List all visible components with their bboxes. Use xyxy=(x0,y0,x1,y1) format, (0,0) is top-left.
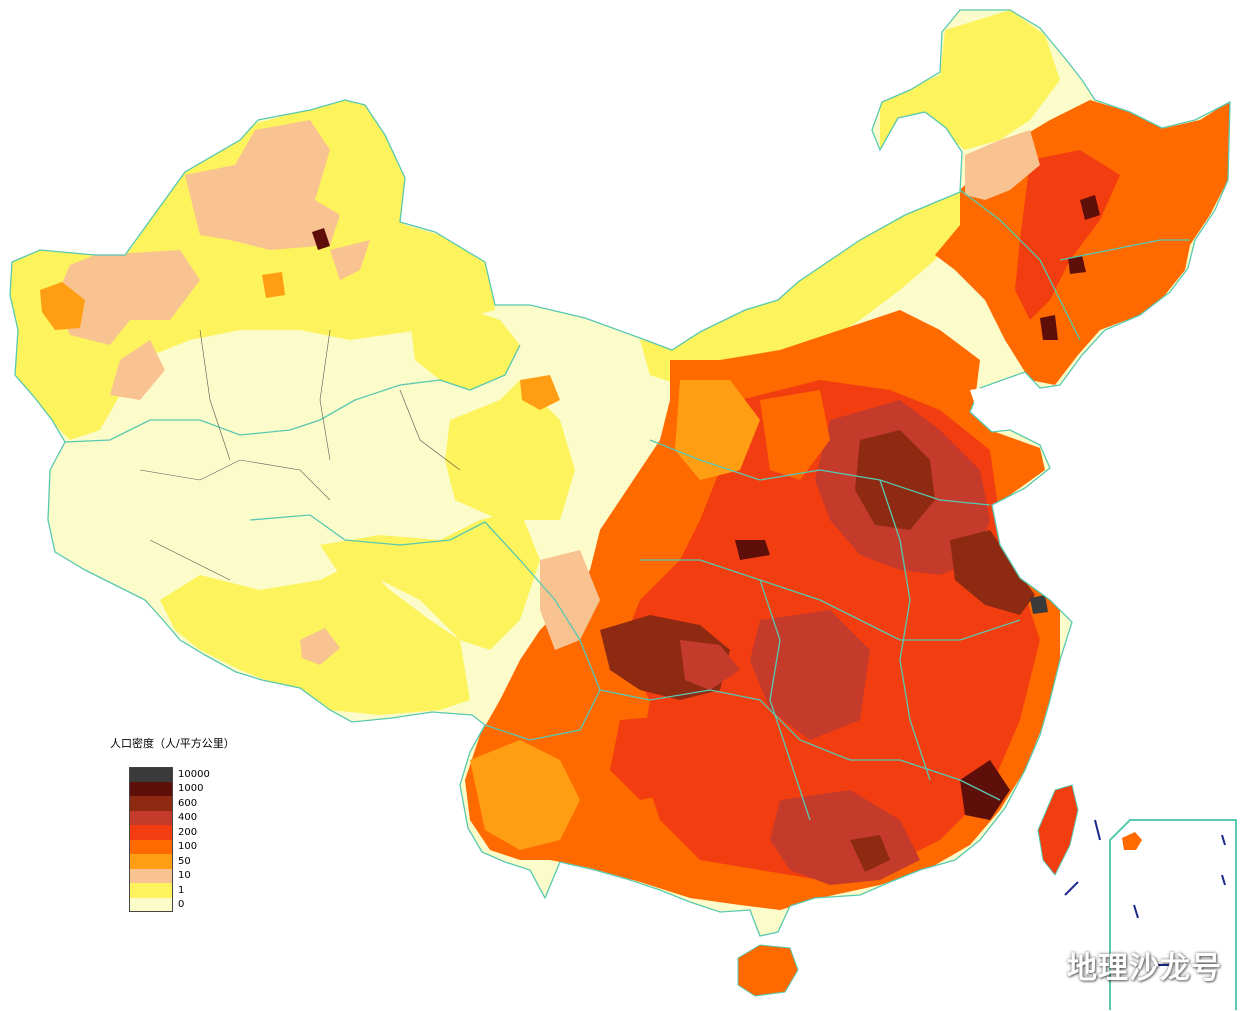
legend-label: 0 xyxy=(178,899,185,911)
region-east-dark-1 xyxy=(855,430,935,530)
legend-row: 1 xyxy=(129,883,235,898)
legend-row: 200 xyxy=(129,825,235,840)
region-xinjiang-peach-1 xyxy=(185,120,340,250)
legend-swatch xyxy=(129,767,173,782)
legend-row: 1000 xyxy=(129,781,235,796)
legend-label: 100 xyxy=(178,841,198,853)
province-border-northeast xyxy=(959,189,1081,341)
region-kashgar xyxy=(40,282,85,330)
county-borders xyxy=(139,329,461,581)
county-border-5 xyxy=(149,539,231,581)
watermark: 地理沙龙号 xyxy=(1067,951,1222,986)
region-hami xyxy=(262,272,285,298)
legend-swatch xyxy=(129,868,173,883)
legend-row: 10 xyxy=(129,868,235,883)
legend-label: 10 xyxy=(178,870,191,882)
legend-swatch xyxy=(129,839,173,854)
density-regions xyxy=(10,10,1230,910)
region-xinjiang-north xyxy=(10,95,495,440)
province-border-china-outline xyxy=(9,9,1231,937)
legend-row: 0 xyxy=(129,897,235,912)
province-border-lower-central xyxy=(759,579,811,821)
county-border-1 xyxy=(139,459,331,501)
region-yunnan-west xyxy=(470,740,580,850)
region-shaanxi-north xyxy=(675,380,760,480)
province-border-north xyxy=(649,439,991,506)
legend-swatch xyxy=(129,883,173,898)
region-harbin xyxy=(1080,195,1100,220)
region-xinjiang-peach-2 xyxy=(55,250,200,345)
legend-label: 1000 xyxy=(178,783,204,795)
legend-rows: 10000 1000 600 400 200 100 50 10 1 0 xyxy=(129,767,235,912)
region-shanxi xyxy=(760,390,830,480)
region-gansu-corridor xyxy=(410,310,520,390)
region-xian xyxy=(735,540,770,560)
region-tibet-east xyxy=(320,510,540,650)
region-sichuan-west-peach xyxy=(540,550,600,650)
legend-label: 200 xyxy=(178,826,198,838)
province-border-sichuan xyxy=(484,521,601,741)
region-guizhou xyxy=(610,715,710,800)
region-fujian-coast xyxy=(960,760,1010,820)
province-border-jilin-liaoning xyxy=(1059,239,1190,261)
region-xining xyxy=(520,375,560,410)
hainan-island xyxy=(737,944,799,997)
south-china-sea-inset xyxy=(1064,819,1237,1010)
legend-label: 400 xyxy=(178,812,198,824)
legend-row: 100 xyxy=(129,839,235,854)
legend-row: 10000 xyxy=(129,767,235,782)
legend-label: 50 xyxy=(178,855,191,867)
legend: 人口密度（人/平方公里） 10000 1000 600 400 200 100 50 10 1 0 xyxy=(110,735,235,912)
region-northeast-peach xyxy=(965,130,1040,200)
taiwan-island xyxy=(1037,784,1079,876)
region-chongqing xyxy=(680,640,740,690)
province-border-central xyxy=(599,689,1001,801)
region-lhasa xyxy=(300,628,340,665)
inset-hainan xyxy=(1122,832,1142,850)
legend-title: 人口密度（人/平方公里） xyxy=(110,737,235,750)
region-inner-mongolia xyxy=(640,190,970,385)
legend-row: 50 xyxy=(129,854,235,869)
province-border-xinjiang xyxy=(64,344,521,443)
province-border-tibet-qinghai xyxy=(249,514,486,546)
legend-label: 10000 xyxy=(178,768,210,780)
county-border-4 xyxy=(399,389,461,471)
region-pearl-delta xyxy=(850,835,890,872)
legend-label: 600 xyxy=(178,797,198,809)
legend-row: 400 xyxy=(129,810,235,825)
legend-swatch xyxy=(129,897,173,912)
region-xinjiang-peach-4 xyxy=(330,240,370,280)
region-northeast-red xyxy=(1015,150,1120,320)
region-shanghai xyxy=(1030,595,1048,614)
county-border-2 xyxy=(199,329,231,461)
region-qinghai-east xyxy=(445,380,575,520)
china-map xyxy=(9,9,1237,1010)
legend-swatch xyxy=(129,854,173,869)
region-jiangsu-shanghai xyxy=(950,530,1035,615)
region-changchun xyxy=(1068,255,1086,274)
province-borders xyxy=(9,9,1231,937)
legend-swatch xyxy=(129,825,173,840)
region-urumqi xyxy=(312,228,330,250)
legend-swatch xyxy=(129,781,173,796)
region-xinjiang-peach-3 xyxy=(110,340,165,400)
region-shenyang xyxy=(1040,315,1058,340)
nine-dash-line xyxy=(1064,819,1226,966)
inset-frame xyxy=(1109,819,1237,1010)
legend-swatch xyxy=(129,796,173,811)
legend-row: 600 xyxy=(129,796,235,811)
province-border-mid xyxy=(640,559,1021,641)
province-border-eastern xyxy=(879,479,931,781)
legend-swatch xyxy=(129,810,173,825)
county-border-3 xyxy=(319,329,331,461)
bohai-sea xyxy=(970,385,1020,425)
legend-label: 1 xyxy=(178,884,185,896)
